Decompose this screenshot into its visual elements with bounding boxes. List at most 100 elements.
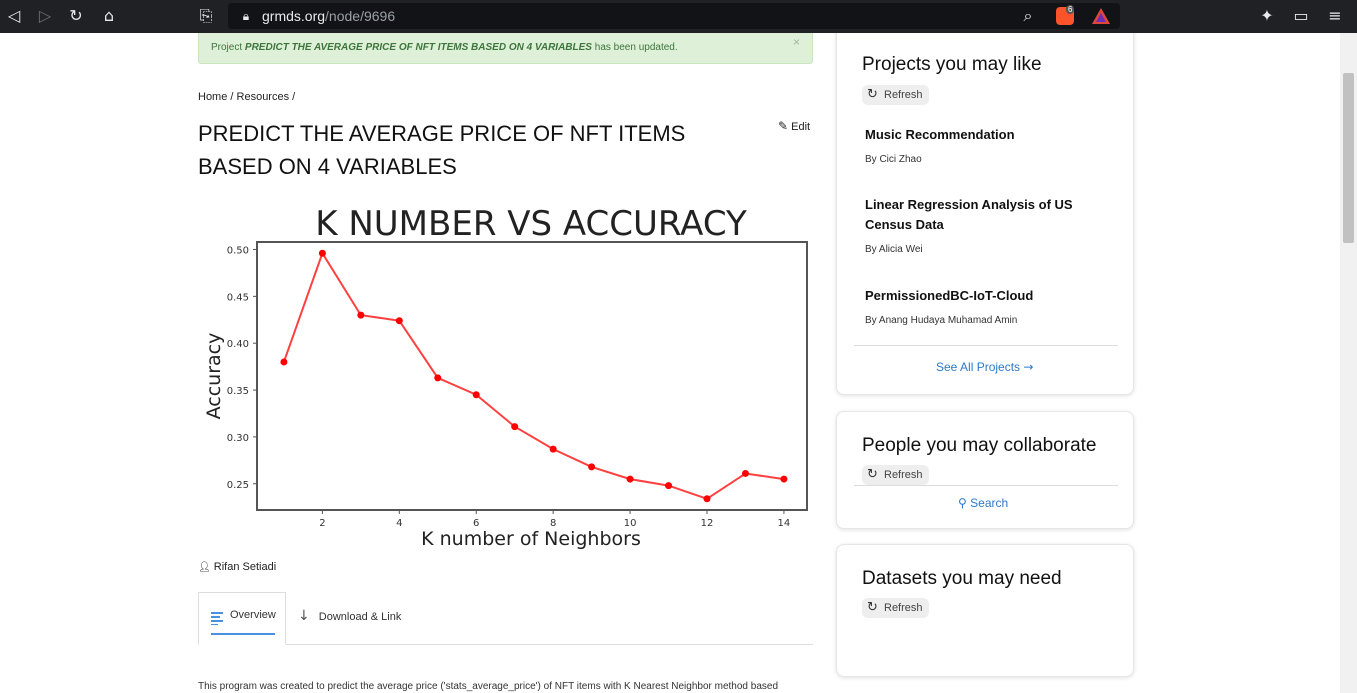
- data-point: [318, 249, 326, 257]
- see-all-label: See All Projects: [936, 360, 1021, 374]
- close-icon[interactable]: ×: [792, 35, 800, 49]
- x-axis-label: K number of Neighbors: [421, 528, 641, 550]
- extensions-icon[interactable]: ✦: [1260, 6, 1274, 25]
- projects-card-title: Projects you may like: [862, 54, 1042, 75]
- description-text: This program was created to predict the …: [198, 681, 779, 692]
- brave-rewards-icon[interactable]: [1092, 8, 1110, 24]
- project-author: By Cici Zhao: [865, 154, 922, 165]
- menu-icon[interactable]: ≡: [1328, 6, 1342, 25]
- data-point: [511, 423, 519, 431]
- series-line: [282, 250, 785, 500]
- download-arrow-icon: ↓: [298, 608, 310, 624]
- search-label: Search: [970, 496, 1009, 510]
- back-icon[interactable]: ◁: [7, 6, 21, 25]
- content-tabs: Overview ↓ Download & Link: [198, 592, 813, 645]
- projects-card: Projects you may like ↻ Refresh Music Re…: [836, 33, 1134, 395]
- divider: [854, 485, 1118, 486]
- x-tick-label: 6: [473, 518, 479, 529]
- data-point: [588, 463, 596, 471]
- data-point: [434, 374, 442, 382]
- y-tick-label: 0.25: [227, 480, 249, 491]
- refresh-label: Refresh: [884, 602, 923, 614]
- page-content: Project PREDICT THE AVERAGE PRICE OF NFT…: [0, 33, 1340, 693]
- y-tick-label: 0.45: [227, 292, 249, 303]
- y-axis-label: Accuracy: [203, 333, 225, 420]
- project-author: By Anang Hudaya Muhamad Amin: [865, 315, 1018, 326]
- plot-frame: [256, 241, 808, 511]
- alert-suffix: has been updated.: [594, 42, 678, 53]
- arrow-right-icon: →: [1023, 360, 1034, 374]
- x-tick-label: 4: [396, 518, 402, 529]
- refresh-icon: ↻: [867, 467, 878, 482]
- page-scrollbar[interactable]: [1340, 33, 1357, 693]
- refresh-label: Refresh: [884, 89, 923, 101]
- home-icon[interactable]: ⌂: [103, 6, 115, 25]
- x-tick-label: 2: [319, 518, 325, 529]
- list-icon: [211, 612, 223, 625]
- x-tick-label: 8: [550, 518, 556, 529]
- breadcrumb[interactable]: Home / Resources /: [198, 91, 296, 103]
- divider: [854, 345, 1118, 346]
- refresh-icon: ↻: [867, 87, 878, 102]
- data-point: [665, 482, 673, 490]
- x-tick-label: 14: [778, 518, 791, 529]
- reload-icon[interactable]: ↻: [69, 6, 83, 25]
- data-point: [280, 358, 288, 366]
- tab-download-link[interactable]: ↓ Download & Link: [298, 608, 401, 624]
- project-title[interactable]: Linear Regression Analysis of US Census …: [865, 197, 1073, 232]
- data-point: [357, 311, 365, 319]
- data-point: [780, 475, 788, 483]
- data-point: [549, 445, 557, 453]
- refresh-icon: ↻: [867, 600, 878, 615]
- search-user-icon: ⚲: [958, 496, 967, 510]
- title-line-1: PREDICT THE AVERAGE PRICE OF NFT ITEMS: [198, 121, 686, 146]
- data-point: [626, 475, 634, 483]
- data-point: [472, 391, 480, 399]
- datasets-refresh-button[interactable]: ↻ Refresh: [862, 598, 929, 618]
- people-search-link[interactable]: ⚲ Search: [958, 496, 1008, 510]
- address-bar[interactable]: 🔒︎ grmds.org/node/9696 ⌕ 6: [228, 3, 1120, 29]
- x-tick-label: 10: [624, 518, 637, 529]
- browser-toolbar: ◁ ▷ ↻ ⌂ ⎘ 🔒︎ grmds.org/node/9696 ⌕ 6 ✦ ▭…: [0, 0, 1357, 33]
- people-refresh-button[interactable]: ↻ Refresh: [862, 465, 929, 485]
- data-point: [703, 495, 711, 503]
- author-name: Rifan Setiadi: [213, 561, 277, 573]
- data-point: [395, 317, 403, 325]
- edit-button[interactable]: ✎ Edit: [778, 119, 810, 133]
- y-tick-label: 0.35: [227, 386, 249, 397]
- datasets-card: Datasets you may need ↻ Refresh: [836, 544, 1134, 677]
- project-title[interactable]: PermissionedBC-IoT-Cloud: [865, 288, 1034, 303]
- data-point: [741, 469, 749, 477]
- url-text: grmds.org/node/9696: [262, 8, 396, 24]
- y-tick-label: 0.40: [227, 339, 249, 350]
- project-author: By Alicia Wei: [865, 244, 923, 255]
- edit-label: Edit: [791, 121, 811, 133]
- see-all-projects-link[interactable]: See All Projects →: [936, 360, 1033, 374]
- alert-prefix: Project: [211, 42, 243, 53]
- people-card-title: People you may collaborate: [862, 435, 1097, 456]
- project-title[interactable]: Music Recommendation: [865, 127, 1015, 142]
- lock-icon: 🔒︎: [242, 9, 250, 23]
- datasets-card-title: Datasets you may need: [862, 568, 1062, 589]
- author-byline[interactable]: 👤︎ Rifan Setiadi: [198, 561, 276, 573]
- tab-download-label: Download & Link: [318, 611, 402, 623]
- forward-icon[interactable]: ▷: [38, 6, 52, 25]
- accuracy-chart: K NUMBER VS ACCURACY 0.25 0.30 0.35 0.40 0.4…: [203, 204, 808, 550]
- tab-overview-label: Overview: [230, 609, 276, 621]
- alert-project-name: PREDICT THE AVERAGE PRICE OF NFT ITEMS B…: [244, 42, 592, 53]
- title-line-2: BASED ON 4 VARIABLES: [198, 154, 457, 179]
- brave-shield-icon[interactable]: 6: [1056, 5, 1075, 25]
- chart-title: K NUMBER VS ACCURACY: [315, 204, 747, 244]
- projects-refresh-button[interactable]: ↻ Refresh: [862, 85, 929, 105]
- zoom-icon[interactable]: ⌕: [1023, 6, 1033, 25]
- y-tick-label: 0.30: [227, 433, 249, 444]
- refresh-label: Refresh: [884, 469, 923, 481]
- bookmark-icon[interactable]: ⎘: [199, 6, 213, 25]
- tab-overview[interactable]: Overview: [198, 592, 286, 645]
- people-card: People you may collaborate ↻ Refresh ⚲ S…: [836, 411, 1134, 529]
- status-alert: Project PREDICT THE AVERAGE PRICE OF NFT…: [198, 33, 813, 64]
- scrollbar-thumb[interactable]: [1343, 73, 1354, 243]
- wallet-icon[interactable]: ▭: [1293, 6, 1309, 25]
- active-tab-indicator: [211, 633, 275, 635]
- page-title: PREDICT THE AVERAGE PRICE OF NFT ITEMS B…: [198, 117, 718, 183]
